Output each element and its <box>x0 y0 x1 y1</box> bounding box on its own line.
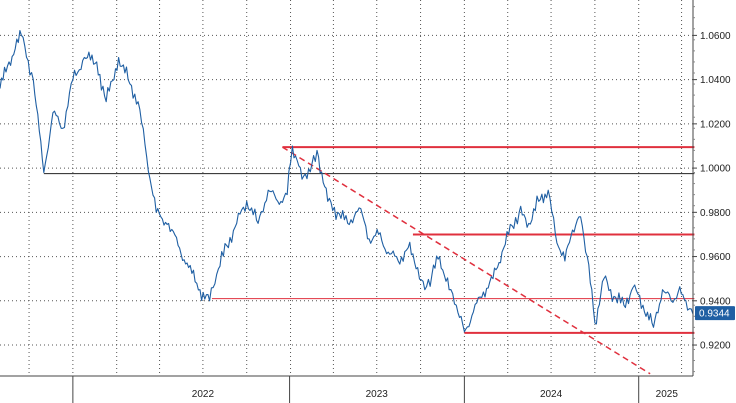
y-tick-label-1: 0.9400 <box>700 296 731 307</box>
last-price-label: 0.9344 <box>699 309 730 320</box>
last-price-badge <box>695 306 735 321</box>
x-year-label-3: 2025 <box>656 389 679 400</box>
y-tick-label-4: 1.0000 <box>700 164 731 175</box>
y-tick-label-2: 0.9600 <box>700 252 731 263</box>
y-tick-label-6: 1.0400 <box>700 75 731 86</box>
y-tick-label-0: 0.9200 <box>700 341 731 352</box>
reference-lines <box>43 146 695 375</box>
x-year-label-1: 2023 <box>366 389 389 400</box>
series-line-0 <box>0 30 694 333</box>
y-tick-label-5: 1.0200 <box>700 119 731 130</box>
x-year-label-2: 2024 <box>540 389 563 400</box>
x-year-label-0: 2022 <box>192 389 215 400</box>
series-layer <box>0 30 694 333</box>
trend-line-5 <box>282 146 651 375</box>
last-price-tag: 0.9344 <box>695 306 735 321</box>
y-tick-label-3: 0.9800 <box>700 208 731 219</box>
grid <box>0 0 693 376</box>
y-tick-label-7: 1.0600 <box>700 31 731 42</box>
